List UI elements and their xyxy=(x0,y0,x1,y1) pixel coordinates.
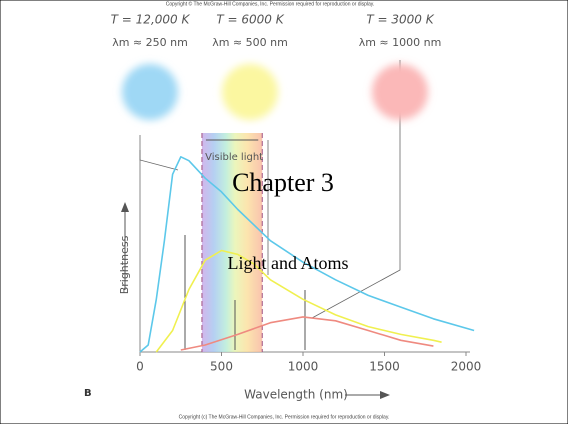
slide-subtitle: Light and Atoms xyxy=(228,253,349,273)
x-tick-label: 1000 xyxy=(288,360,319,374)
peak-label: λm ≈ 500 nm xyxy=(212,36,288,49)
slide-border xyxy=(0,0,568,424)
slide: Copyright © The McGraw-Hill Companies, I… xyxy=(0,0,568,424)
x-tick-label: 0 xyxy=(136,360,144,374)
color-disc xyxy=(372,64,428,120)
x-arrow-head xyxy=(380,391,390,399)
series-name: T = 6000 K xyxy=(216,13,284,27)
y-arrow-head xyxy=(121,202,129,212)
visible-band xyxy=(202,133,262,352)
x-tick-label: 2000 xyxy=(451,360,482,374)
slide-title: Chapter 3 xyxy=(232,168,334,197)
band-label: Visible light xyxy=(205,152,263,163)
series-name: T = 3000 K xyxy=(366,13,434,27)
copyright: Copyright (c) The McGraw-Hill Companies,… xyxy=(179,414,390,420)
color-disc xyxy=(222,64,278,120)
pointer xyxy=(140,150,178,170)
color-disc xyxy=(122,64,178,120)
peak-label: λm ≈ 1000 nm xyxy=(359,36,442,49)
x-tick-label: 1500 xyxy=(369,360,400,374)
y-axis-label: Brightness xyxy=(118,235,131,294)
copyright: Copyright © The McGraw-Hill Companies, I… xyxy=(166,0,375,7)
x-axis-label: Wavelength (nm) xyxy=(244,388,348,402)
series-name: T = 12,000 K xyxy=(111,13,191,27)
panel-label: B xyxy=(84,388,92,399)
x-tick-label: 500 xyxy=(210,360,233,374)
peak-label: λm ≈ 250 nm xyxy=(112,36,188,49)
